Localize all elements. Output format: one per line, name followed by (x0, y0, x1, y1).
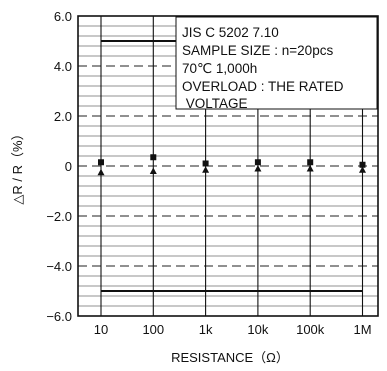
square-marker (202, 160, 209, 167)
square-marker (254, 159, 261, 166)
annotation-line: OVERLOAD : THE RATED (182, 79, 344, 94)
triangle-marker (97, 168, 105, 176)
x-axis-label: RESISTANCE（Ω） (171, 350, 289, 365)
triangle-marker (202, 166, 210, 173)
square-marker (150, 154, 157, 161)
y-tick-label: −4.0 (46, 259, 72, 274)
x-tick-labels: 10 100 1k 10k 100k 1M (94, 322, 372, 337)
x-tick-label: 1k (199, 322, 213, 337)
y-tick-label: 2.0 (54, 109, 72, 124)
triangle-marker (149, 167, 157, 174)
y-tick-label: 4.0 (54, 59, 72, 74)
x-tick-label: 10 (94, 322, 108, 337)
y-axis-label: △R / R（%） (10, 127, 25, 204)
annotation-box: JIS C 5202 7.10 SAMPLE SIZE : n=20pcs 70… (175, 16, 378, 111)
x-tick-label: 1M (353, 322, 371, 337)
y-tick-labels: 6.0 4.0 2.0 0 −2.0 −4.0 −6.0 (46, 9, 72, 324)
annotation-line: 70℃ 1,000h (182, 61, 257, 76)
triangle-marker (306, 165, 314, 172)
y-tick-label: 6.0 (54, 9, 72, 24)
triangle-marker (254, 165, 262, 172)
x-tick-label: 100 (142, 322, 164, 337)
x-tick-label: 10k (247, 322, 268, 337)
triangle-marker (359, 166, 366, 173)
square-marker (307, 159, 314, 166)
y-tick-label: −2.0 (46, 209, 72, 224)
square-marker (98, 159, 104, 166)
plot-frame (77, 15, 379, 317)
y-tick-label: 0 (65, 159, 72, 174)
y-tick-label: −6.0 (46, 309, 72, 324)
data-points (97, 154, 366, 176)
annotation-line: SAMPLE SIZE : n=20pcs (182, 43, 333, 58)
x-tick-label: 100k (296, 322, 325, 337)
annotation-line: VOLTAGE (182, 96, 248, 111)
annotation-line: JIS C 5202 7.10 (182, 25, 279, 40)
square-marker (359, 161, 366, 168)
